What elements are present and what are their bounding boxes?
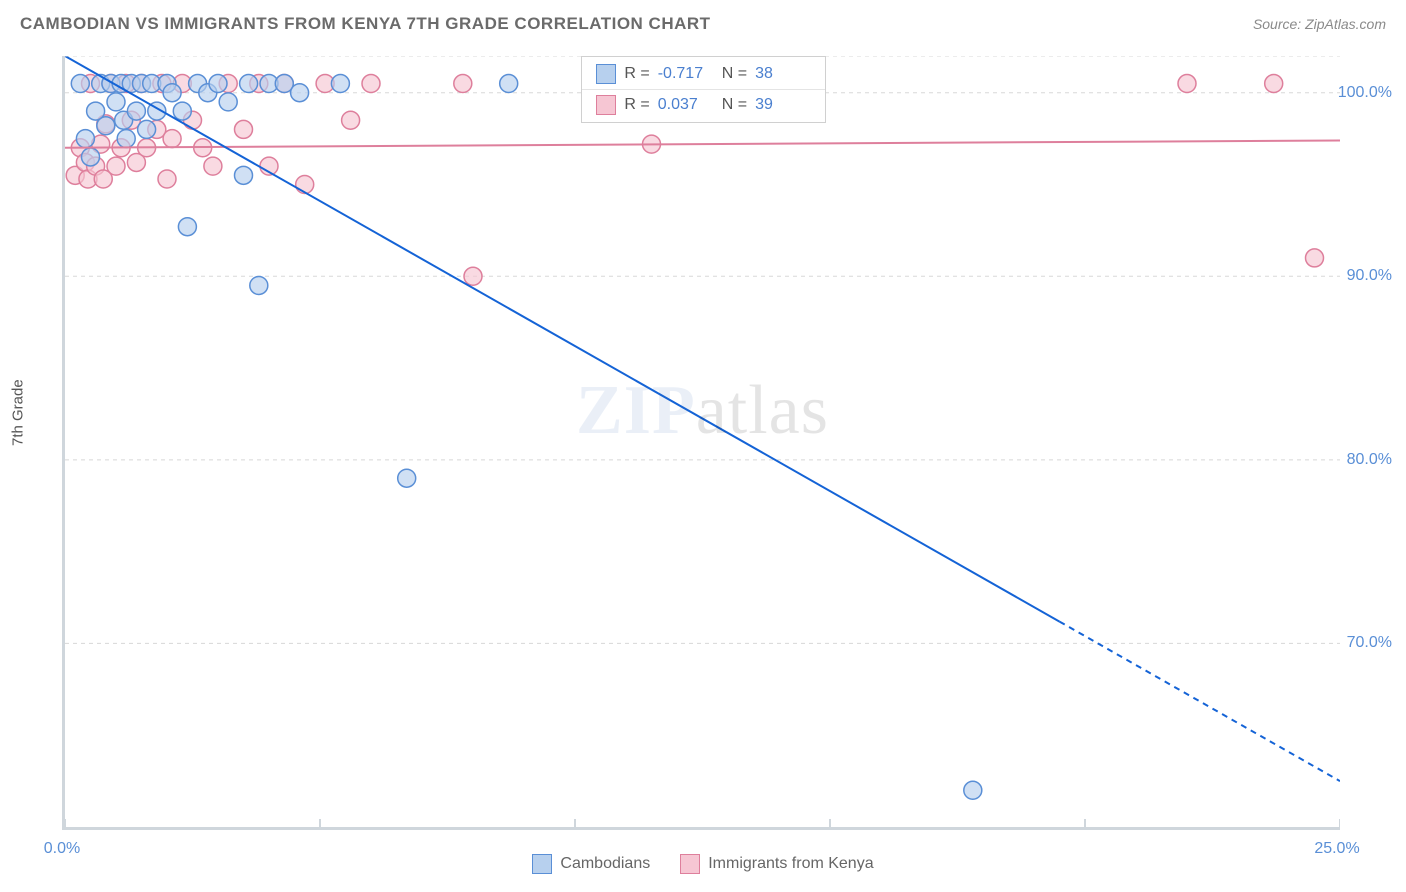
series-legend-item-1: Immigrants from Kenya <box>680 854 873 874</box>
series-legend-item-0: Cambodians <box>532 854 650 874</box>
y-tick-label: 90.0% <box>1347 267 1392 285</box>
plot-area: R = -0.717 N = 38 R = 0.037 N = 39 ZIPat… <box>62 56 1340 830</box>
r-value-1: 0.037 <box>658 96 714 114</box>
swatch-series-0 <box>596 64 616 84</box>
series-name-0: Cambodians <box>560 855 650 873</box>
stats-legend: R = -0.717 N = 38 R = 0.037 N = 39 <box>581 56 826 123</box>
swatch-series-1-bottom <box>680 854 700 874</box>
x-tick-label: 25.0% <box>1314 840 1359 858</box>
series-name-1: Immigrants from Kenya <box>708 855 873 873</box>
chart-source: Source: ZipAtlas.com <box>1253 16 1386 32</box>
r-label: R = <box>624 65 649 83</box>
y-tick-label: 70.0% <box>1347 634 1392 652</box>
series-legend: Cambodians Immigrants from Kenya <box>0 854 1406 874</box>
chart-title: CAMBODIAN VS IMMIGRANTS FROM KENYA 7TH G… <box>20 14 711 34</box>
legend-divider <box>582 89 825 90</box>
x-tick-label: 0.0% <box>44 840 80 858</box>
swatch-series-0-bottom <box>532 854 552 874</box>
r-value-0: -0.717 <box>658 65 714 83</box>
n-value-1: 39 <box>755 96 811 114</box>
swatch-series-1 <box>596 95 616 115</box>
n-label: N = <box>722 65 747 83</box>
chart-svg <box>65 56 1340 827</box>
y-axis-label: 7th Grade <box>10 379 27 446</box>
r-label: R = <box>624 96 649 114</box>
y-tick-label: 100.0% <box>1338 84 1392 102</box>
n-value-0: 38 <box>755 65 811 83</box>
title-bar: CAMBODIAN VS IMMIGRANTS FROM KENYA 7TH G… <box>20 14 1386 34</box>
stats-legend-row-1: R = 0.037 N = 39 <box>582 92 825 118</box>
stats-legend-row-0: R = -0.717 N = 38 <box>582 61 825 87</box>
y-tick-label: 80.0% <box>1347 451 1392 469</box>
n-label: N = <box>722 96 747 114</box>
